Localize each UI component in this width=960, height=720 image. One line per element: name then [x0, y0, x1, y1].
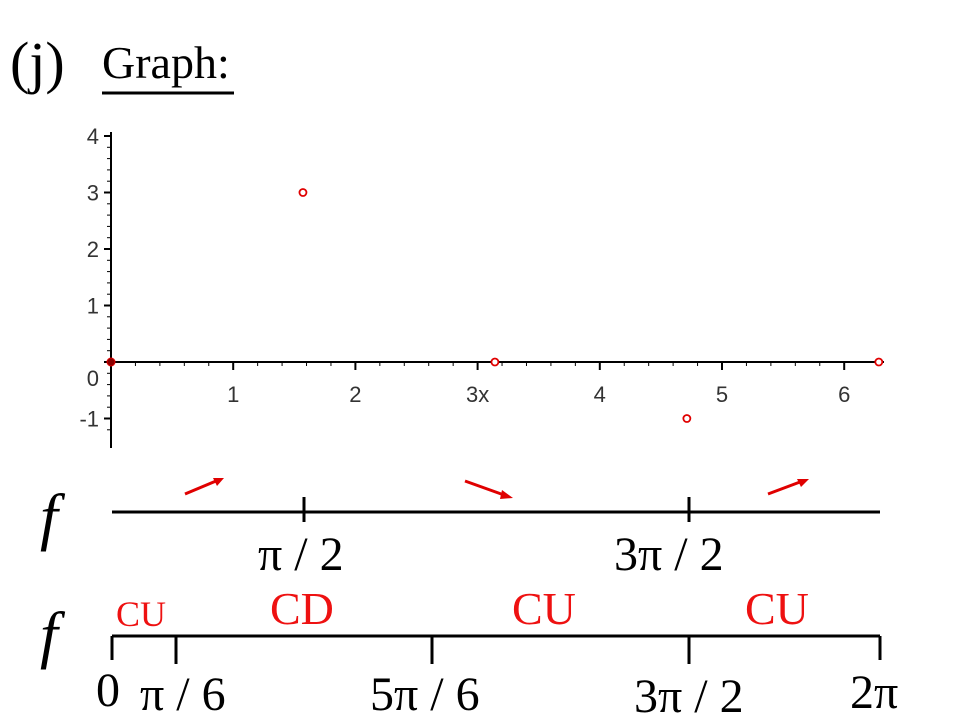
open-point: [682, 414, 692, 423]
concavity-chart: f 0 π / 6 5π / 6 3π / 2 2π CU CD CU CU: [40, 583, 898, 720]
mark-0: 0: [96, 664, 120, 717]
y-axis-ticks: 4 3 2 1 0 -1: [79, 124, 111, 432]
y-tick-label: 0: [87, 366, 99, 391]
x-tick-label: 1: [227, 382, 239, 407]
filled-point: [106, 357, 116, 367]
y-tick-label: -1: [79, 407, 99, 432]
interval-label-cu-3: CU: [745, 583, 809, 634]
interval-label-cd: CD: [270, 583, 334, 634]
increasing-arrow-2: [767, 479, 809, 496]
graph-title: Graph:: [102, 37, 230, 88]
x-tick-label: 2: [349, 382, 361, 407]
x-tick-label: 3x: [466, 382, 489, 407]
scatter-plot: 1 2 3x 4 5 6 4 3 2 1 0 -1: [79, 124, 884, 448]
mark-5pi-over-6: 5π / 6: [370, 668, 480, 720]
sign-chart-function-label-2: f: [40, 599, 66, 670]
x-axis-ticks: 1 2 3x 4 5 6: [134, 362, 850, 407]
open-point: [298, 188, 308, 197]
first-derivative-chart: f π / 2 3π / 2: [40, 478, 880, 581]
decreasing-arrow: [464, 479, 513, 499]
y-tick-label: 2: [87, 237, 99, 262]
sign-chart-function-label-1: f: [40, 481, 66, 552]
x-tick-label: 6: [838, 382, 850, 407]
data-points: [106, 188, 884, 423]
y-tick-label: 1: [87, 294, 99, 319]
mark-3pi-over-2-bottom: 3π / 2: [634, 670, 744, 720]
x-tick-label: 5: [716, 382, 728, 407]
increasing-arrow-1: [184, 478, 224, 496]
mark-pi-over-6: π / 6: [140, 668, 226, 720]
mark-pi-over-2: π / 2: [258, 528, 344, 581]
y-tick-label: 4: [87, 124, 99, 149]
mark-3pi-over-2-top: 3π / 2: [614, 528, 724, 581]
open-point: [874, 357, 884, 367]
part-label: (j): [10, 30, 65, 95]
y-tick-label: 3: [87, 181, 99, 206]
open-point: [490, 357, 500, 367]
interval-label-cu-1: CU: [116, 594, 166, 634]
interval-label-cu-2: CU: [512, 583, 576, 634]
mark-2pi: 2π: [850, 666, 898, 719]
x-tick-label: 4: [594, 382, 606, 407]
